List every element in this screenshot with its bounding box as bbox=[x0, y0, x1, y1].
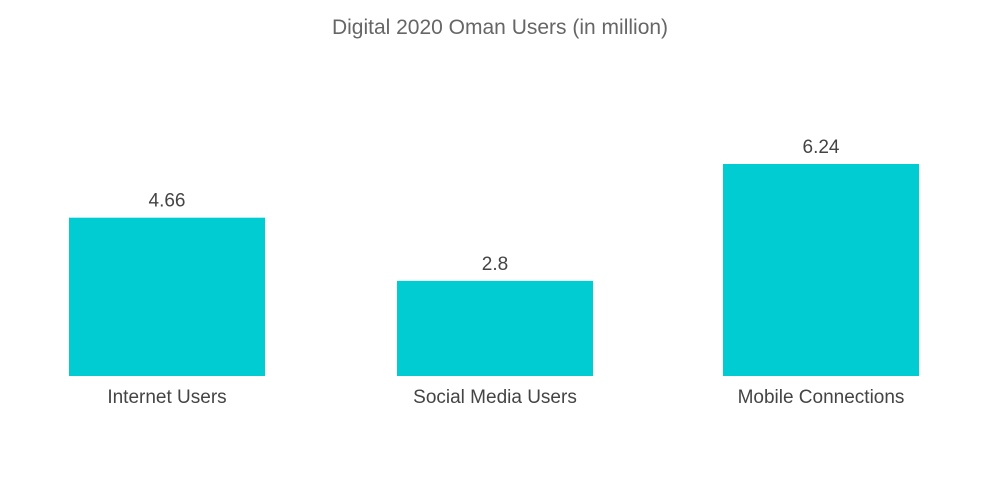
bar-value-label-1: 2.8 bbox=[482, 254, 508, 275]
bar-1 bbox=[397, 280, 593, 376]
bar-value-label-0: 4.66 bbox=[149, 191, 186, 212]
bars-layer bbox=[69, 164, 919, 376]
labels-layer: 4.66 Internet Users 2.8 Social Media Users 6… bbox=[107, 137, 904, 408]
bar-2 bbox=[723, 164, 919, 376]
category-label-0: Internet Users bbox=[107, 387, 226, 408]
category-label-1: Social Media Users bbox=[413, 387, 577, 408]
bar-0 bbox=[69, 217, 265, 376]
bar-value-label-2: 6.24 bbox=[803, 137, 840, 158]
category-label-2: Mobile Connections bbox=[738, 387, 905, 408]
chart-title: Digital 2020 Oman Users (in million) bbox=[331, 16, 669, 39]
